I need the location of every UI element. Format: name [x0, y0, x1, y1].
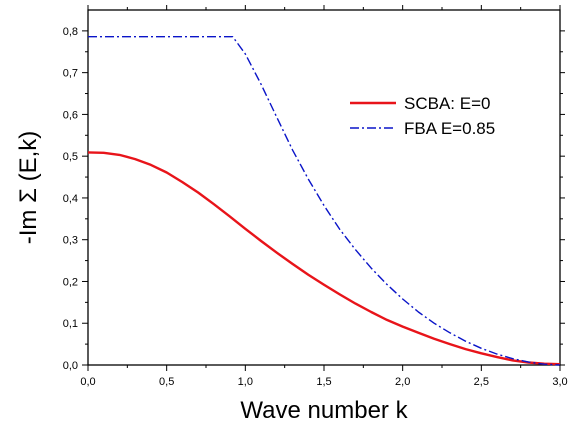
y-tick-label: 0,3 — [63, 235, 78, 247]
y-tick-label: 0,2 — [63, 276, 78, 288]
legend-label-1: SCBA: E=0 — [404, 94, 490, 113]
y-tick-label: 0,6 — [63, 109, 78, 121]
y-tick-label: 0,0 — [63, 360, 78, 372]
x-tick-label: 1,5 — [316, 376, 331, 388]
axes-layer: 0,0 0,5 1,0 1,5 2,0 2,5 3,0 0,0 0,1 0,2 0,3 0,4 0,5 0… — [63, 5, 568, 388]
y-axis-title: -Im Σ (E,k) — [15, 131, 42, 244]
x-tick-label: 0,0 — [80, 376, 95, 388]
plot-frame — [87, 9, 561, 366]
x-tick-label: 3,0 — [552, 376, 567, 388]
y-tick-label: 0,8 — [63, 26, 78, 38]
x-axis-title: Wave number k — [240, 397, 408, 424]
plot-area — [87, 9, 561, 366]
series-line-2 — [88, 36, 561, 366]
y-tick-label: 0,5 — [63, 151, 78, 163]
legend-label-2: FBA E=0.85 — [404, 119, 495, 138]
x-tick-label: 0,5 — [159, 376, 174, 388]
x-tick-label: 2,0 — [395, 376, 410, 388]
y-tick-label: 0,7 — [63, 68, 78, 80]
series-layer — [87, 36, 561, 366]
y-tick-label: 0,1 — [63, 318, 78, 330]
series-line-1 — [87, 151, 561, 366]
y-tick-label: 0,4 — [63, 193, 78, 205]
x-tick-label: 2,5 — [474, 376, 489, 388]
x-tick-label: 1,0 — [238, 376, 253, 388]
legend: SCBA: E=0 FBA E=0.85 — [350, 94, 495, 138]
